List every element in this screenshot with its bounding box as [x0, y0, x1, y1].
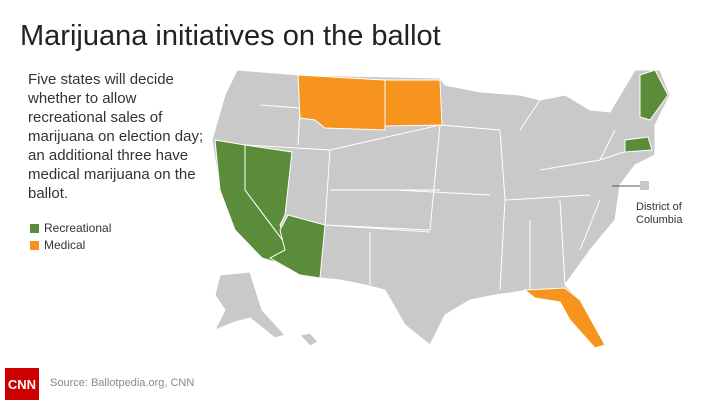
legend-item: Recreational — [30, 221, 111, 235]
legend-label: Medical — [44, 238, 86, 252]
state-massachusetts — [624, 136, 653, 153]
description: Five states will decide whether to allow… — [28, 71, 204, 202]
logo: CNN — [5, 368, 39, 400]
source: Source: Ballotpedia.org, CNN — [50, 377, 195, 389]
hawaii — [299, 332, 319, 347]
state-arizona — [268, 214, 326, 279]
state-nevada — [244, 144, 293, 251]
title: Marijuana initiatives on the ballot — [20, 20, 441, 52]
legend-label: Recreational — [44, 221, 112, 235]
callout-label: District of Columbia — [636, 201, 683, 226]
legend-swatch — [30, 240, 39, 250]
state-north-dakota — [384, 79, 443, 127]
state-florida — [523, 287, 606, 349]
alaska — [213, 271, 286, 339]
legend-item: Medical — [30, 238, 85, 252]
legend-swatch — [30, 223, 39, 233]
state-maine — [639, 69, 669, 121]
dc-marker — [640, 181, 649, 190]
